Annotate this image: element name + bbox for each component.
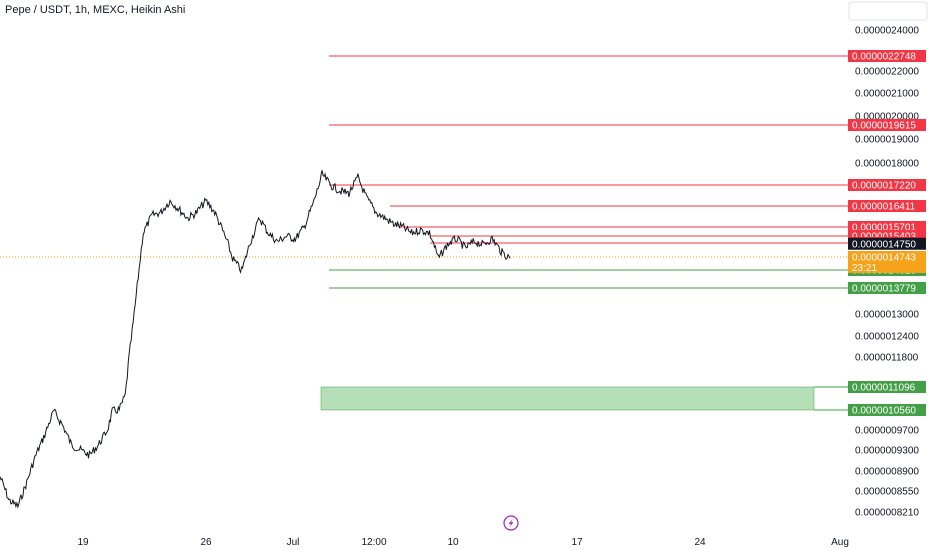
y-tick-label: 0.0000009300 <box>855 446 919 457</box>
price-tag <box>848 237 926 250</box>
x-tick-label: 24 <box>694 537 706 548</box>
price-tag <box>848 404 926 416</box>
price-tag-label: 0.0000015701 <box>852 223 916 234</box>
y-tick-label: 0.0000024000 <box>855 26 919 37</box>
price-tag-label: 0.0000010560 <box>852 406 916 417</box>
y-tick-label: 0.0000019000 <box>855 135 919 146</box>
y-tick-label: 0.0000022000 <box>855 67 919 78</box>
price-tag-label: 0.0000014750 <box>852 239 916 250</box>
y-tick-label: 0.0000018000 <box>855 159 919 170</box>
price-tag <box>848 200 926 212</box>
x-tick-label: Aug <box>831 537 849 548</box>
price-tag-label: 0.0000013779 <box>852 284 916 295</box>
price-tag-label: 0.0000016411 <box>852 202 916 213</box>
price-tag-label: 0.0000019615 <box>852 121 916 132</box>
chart-title: Pepe / USDT, 1h, MEXC, Heikin Ashi <box>5 4 186 16</box>
price-tag-label: 0.0000017220 <box>852 181 916 192</box>
time-axis[interactable]: 19 26 Jul 12:00 10 17 24 Aug <box>77 537 848 548</box>
demand-zone[interactable] <box>320 386 815 411</box>
price-tag <box>848 381 926 393</box>
zone-layer <box>320 386 848 411</box>
level-lines-layer <box>329 55 848 289</box>
price-tag-label: 0.0000022748 <box>852 52 916 63</box>
lightning-icon[interactable] <box>503 515 519 531</box>
x-tick-label: 10 <box>447 537 459 548</box>
x-tick-label: 12:00 <box>361 537 386 548</box>
price-tag-label: 0.0000011096 <box>852 383 916 394</box>
y-tick-label: 0.0000021000 <box>855 89 919 100</box>
price-tags-layer: 0.0000022748 0.0000019615 0.0000017220 0.00… <box>848 50 926 417</box>
y-tick-label: 0.0000012400 <box>855 332 919 343</box>
price-series-layer <box>0 170 511 509</box>
y-tick-label: 0.0000013000 <box>855 310 919 321</box>
price-tag <box>848 251 926 273</box>
y-tick-label: 0.0000008210 <box>855 508 919 519</box>
y-tick-label: 0.0000020000 <box>855 112 919 123</box>
y-tick-label: 0.0000009700 <box>855 426 919 437</box>
x-tick-label: 19 <box>77 537 89 548</box>
price-tag <box>848 50 926 62</box>
countdown-label: 23:21 <box>852 263 877 274</box>
x-tick-label: Jul <box>287 537 300 548</box>
x-tick-label: 17 <box>571 537 583 548</box>
price-tag-label: 0.0000014743 <box>852 253 916 264</box>
y-tick-label: 0.0000008550 <box>855 487 919 498</box>
price-tag <box>848 282 926 294</box>
axis-settings-box[interactable] <box>848 1 928 21</box>
price-tag <box>848 179 926 191</box>
y-tick-label: 0.0000011800 <box>855 353 919 364</box>
price-tag <box>848 119 926 131</box>
x-tick-label: 26 <box>200 537 212 548</box>
price-series-line[interactable] <box>0 170 511 509</box>
y-tick-label: 0.0000008900 <box>855 467 919 478</box>
